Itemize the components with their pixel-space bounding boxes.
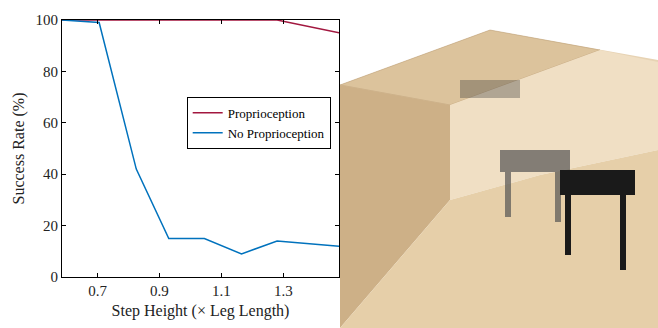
svg-text:0.7: 0.7 xyxy=(88,283,107,299)
svg-text:80: 80 xyxy=(43,64,58,80)
svg-text:40: 40 xyxy=(43,166,58,182)
svg-text:60: 60 xyxy=(43,115,58,131)
svg-text:1.1: 1.1 xyxy=(212,283,231,299)
svg-text:Success Rate (%): Success Rate (%) xyxy=(10,93,28,205)
svg-text:20: 20 xyxy=(43,218,58,234)
svg-text:100: 100 xyxy=(36,12,59,28)
svg-text:No Proprioception: No Proprioception xyxy=(228,126,325,141)
svg-text:0: 0 xyxy=(51,269,59,285)
svg-text:Proprioception: Proprioception xyxy=(228,106,306,121)
svg-text:1.3: 1.3 xyxy=(274,283,293,299)
svg-text:Step Height (× Leg Length): Step Height (× Leg Length) xyxy=(112,302,290,320)
svg-text:0.9: 0.9 xyxy=(150,283,169,299)
